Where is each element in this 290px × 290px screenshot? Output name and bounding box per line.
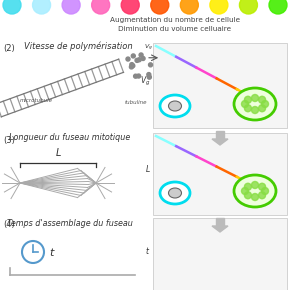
Circle shape <box>131 64 135 68</box>
Polygon shape <box>212 139 228 145</box>
Circle shape <box>137 58 141 62</box>
Text: L: L <box>146 166 150 175</box>
Text: $t$: $t$ <box>49 246 56 258</box>
Text: Temps d'assemblage du fuseau: Temps d'assemblage du fuseau <box>7 218 133 227</box>
Circle shape <box>251 182 258 188</box>
Bar <box>153 218 287 290</box>
Circle shape <box>244 183 251 190</box>
Text: Diminution du volume celluaire: Diminution du volume celluaire <box>118 26 231 32</box>
Circle shape <box>262 101 269 108</box>
Circle shape <box>62 0 80 14</box>
Text: tubuline: tubuline <box>125 99 147 104</box>
Ellipse shape <box>168 188 182 198</box>
Circle shape <box>210 0 228 14</box>
Circle shape <box>32 0 50 14</box>
Circle shape <box>130 63 134 67</box>
Text: Vitesse de polymérisation: Vitesse de polymérisation <box>24 41 132 51</box>
Circle shape <box>240 0 258 14</box>
Circle shape <box>262 188 269 195</box>
Ellipse shape <box>234 88 276 120</box>
Text: Augmentation du nombre de cellule: Augmentation du nombre de cellule <box>110 17 240 23</box>
Text: (4): (4) <box>3 220 15 229</box>
Circle shape <box>244 192 251 199</box>
Bar <box>216 131 224 139</box>
Circle shape <box>92 0 110 14</box>
Circle shape <box>148 63 153 67</box>
Circle shape <box>244 105 251 112</box>
Circle shape <box>259 183 266 190</box>
Circle shape <box>151 0 169 14</box>
Circle shape <box>22 241 44 263</box>
Text: $V_g$: $V_g$ <box>139 75 150 88</box>
Circle shape <box>147 75 151 79</box>
Bar <box>153 133 287 215</box>
Text: L: L <box>55 148 61 158</box>
Circle shape <box>251 193 258 200</box>
Bar <box>153 43 287 128</box>
Circle shape <box>137 74 141 78</box>
Circle shape <box>242 188 249 195</box>
Circle shape <box>147 72 151 77</box>
Circle shape <box>259 192 266 199</box>
Text: Longueur du fuseau mitotique: Longueur du fuseau mitotique <box>9 133 130 142</box>
Circle shape <box>251 106 258 113</box>
Text: microtubule: microtubule <box>20 97 53 102</box>
Circle shape <box>244 96 251 103</box>
Circle shape <box>135 58 139 62</box>
Circle shape <box>129 65 133 69</box>
Ellipse shape <box>234 175 276 207</box>
Text: $V_g$: $V_g$ <box>144 43 153 53</box>
Ellipse shape <box>168 101 182 111</box>
Ellipse shape <box>160 95 190 117</box>
Circle shape <box>121 0 139 14</box>
Circle shape <box>242 101 249 108</box>
Circle shape <box>141 57 145 61</box>
Text: (3): (3) <box>3 135 15 144</box>
Text: (2): (2) <box>3 44 15 52</box>
Circle shape <box>259 105 266 112</box>
Circle shape <box>269 0 287 14</box>
Bar <box>216 218 224 226</box>
Polygon shape <box>212 226 228 232</box>
Circle shape <box>259 96 266 103</box>
Circle shape <box>139 53 143 57</box>
Circle shape <box>126 57 130 61</box>
Circle shape <box>134 74 137 78</box>
Circle shape <box>131 54 135 58</box>
Text: $t$: $t$ <box>145 244 150 255</box>
Circle shape <box>180 0 198 14</box>
Circle shape <box>251 95 258 102</box>
Ellipse shape <box>160 182 190 204</box>
Circle shape <box>3 0 21 14</box>
